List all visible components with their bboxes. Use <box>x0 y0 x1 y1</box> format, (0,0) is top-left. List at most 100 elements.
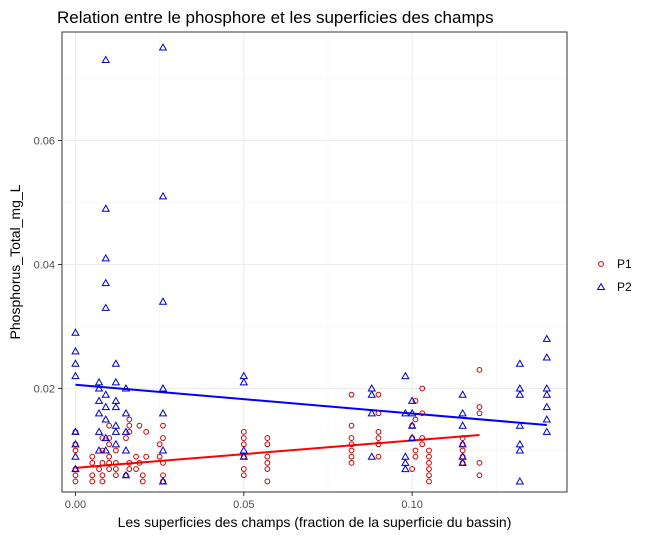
p1-point <box>348 441 355 448</box>
p2-point <box>101 303 111 311</box>
p1-point <box>136 459 143 466</box>
p1-point <box>426 472 432 479</box>
p1-point <box>476 459 483 466</box>
p1-point <box>126 459 133 466</box>
p1-point <box>126 416 133 423</box>
p2-point <box>458 408 467 417</box>
p2-point <box>101 204 111 212</box>
p1-point <box>156 441 163 448</box>
p1-point <box>348 391 355 398</box>
p1-point <box>160 459 166 466</box>
trend-line-p2 <box>75 383 547 427</box>
series-p2-points <box>71 43 552 485</box>
p1-point <box>419 410 426 417</box>
p1-point <box>375 428 382 435</box>
p1-point <box>123 435 129 441</box>
p1-point <box>156 453 163 460</box>
p1-point <box>143 453 150 460</box>
p2-point <box>542 334 552 342</box>
x-tick-label: 0.05 <box>233 499 254 511</box>
p2-point <box>71 439 80 448</box>
p2-point <box>158 43 168 51</box>
p2-point <box>121 427 131 435</box>
y-axis-title: Phosphorus_Total_mg_L <box>7 184 23 339</box>
p2-point <box>515 359 525 367</box>
data-points <box>71 43 552 485</box>
p1-point <box>106 453 113 460</box>
p2-point <box>111 427 121 435</box>
x-axis-title: Les superficies des champs (fraction de … <box>118 514 512 530</box>
p1-point <box>375 441 382 448</box>
p1-point <box>106 422 113 429</box>
y-tick-label: 0.04 <box>34 259 55 271</box>
p1-point <box>72 472 79 479</box>
x-tick-label: 0.00 <box>65 499 86 511</box>
p1-point <box>136 422 143 429</box>
p1-point <box>133 466 139 472</box>
p2-point <box>515 477 525 485</box>
p1-point <box>426 466 432 472</box>
legend: P1 P2 <box>596 257 632 294</box>
p2-point <box>94 396 104 404</box>
p1-point <box>264 459 271 466</box>
p1-point <box>264 478 271 485</box>
legend-item-p2: P2 <box>596 280 632 294</box>
p2-point <box>111 377 121 386</box>
p1-point <box>99 459 106 466</box>
p2-point <box>401 464 410 473</box>
p1-point <box>126 466 133 472</box>
p1-point <box>348 453 355 460</box>
p1-point <box>106 459 113 466</box>
p2-point <box>71 359 80 367</box>
p1-point <box>112 466 119 472</box>
p1-point <box>419 441 426 448</box>
p1-point <box>476 472 483 479</box>
p2-point <box>94 427 104 435</box>
chart-title: Relation entre le phosphore et les super… <box>57 8 494 27</box>
p2-point <box>515 421 525 429</box>
p1-point <box>476 410 483 417</box>
p1-point <box>99 478 106 485</box>
p2-point <box>239 377 249 386</box>
p2-point <box>458 390 467 398</box>
p2-point <box>71 328 80 336</box>
p2-point <box>101 278 111 287</box>
p2-point <box>101 390 111 398</box>
p2-point <box>121 408 131 417</box>
p2-point <box>101 55 111 63</box>
y-tick-label: 0.02 <box>34 383 55 395</box>
axis-ticks: 0.00 0.05 0.10 0.02 0.04 0.06 <box>34 135 423 511</box>
p1-point <box>375 435 382 441</box>
p1-point <box>143 428 150 435</box>
p2-point <box>94 384 104 392</box>
p2-point <box>401 371 410 380</box>
p2-point <box>111 439 121 448</box>
p1-point <box>426 447 432 454</box>
p1-point <box>348 422 355 429</box>
p1-point <box>240 435 247 441</box>
p2-point <box>121 446 131 454</box>
p2-point <box>101 253 111 262</box>
p1-point <box>139 478 146 485</box>
p1-point <box>240 472 247 479</box>
p1-point <box>412 453 419 460</box>
p2-point <box>121 470 131 479</box>
p2-point <box>407 433 417 442</box>
p1-point <box>375 391 382 398</box>
p2-point <box>367 408 376 417</box>
gridlines <box>62 32 567 492</box>
p2-point <box>542 402 552 411</box>
p2-point <box>542 427 552 435</box>
p1-point <box>264 466 271 472</box>
p2-point <box>367 390 376 398</box>
p1-point <box>375 410 382 417</box>
legend-item-p1: P1 <box>598 257 632 271</box>
p2-point <box>407 396 417 404</box>
p2-point <box>458 458 467 466</box>
p1-point <box>89 459 96 466</box>
p2-point <box>158 384 168 392</box>
p1-point <box>264 435 271 441</box>
p1-point <box>412 447 419 454</box>
